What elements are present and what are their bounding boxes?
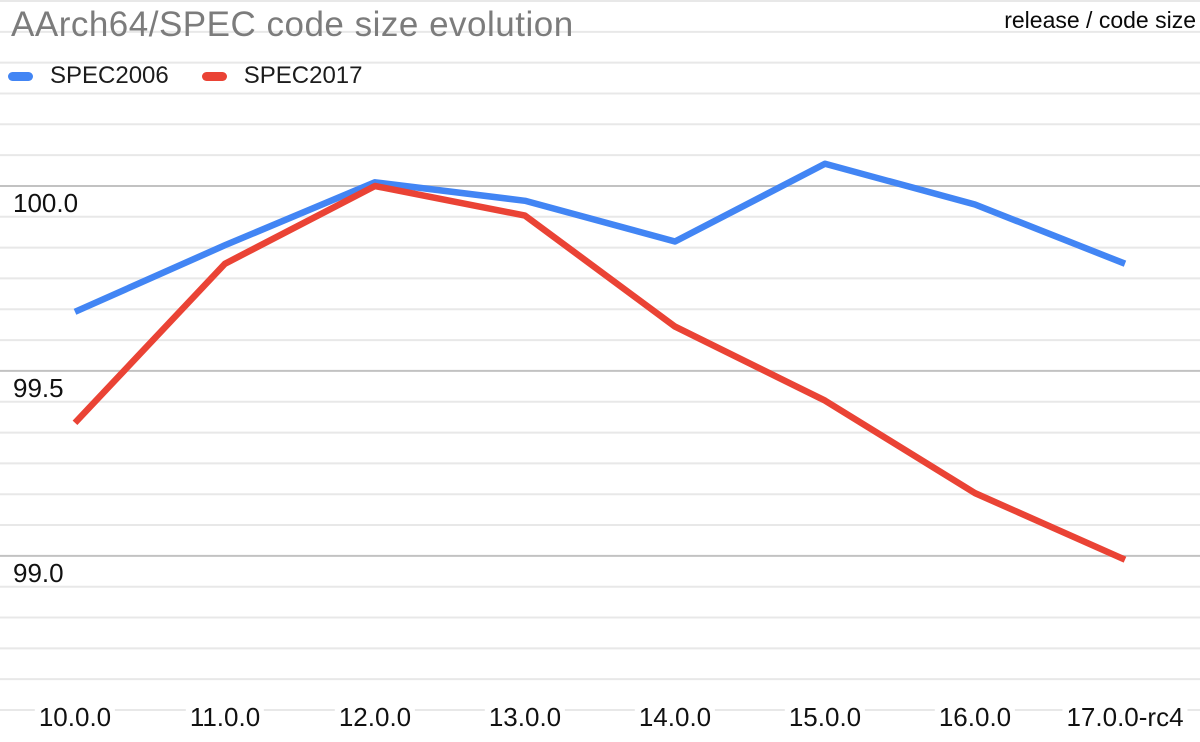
x-tick-label: 15.0.0 bbox=[784, 702, 866, 732]
legend-swatch-icon bbox=[8, 71, 33, 81]
x-tick-label: 14.0.0 bbox=[634, 702, 716, 732]
chart-legend: SPEC2006 SPEC2017 bbox=[8, 60, 396, 92]
legend-item-SPEC2017[interactable]: SPEC2017 bbox=[201, 62, 363, 90]
series-line-SPEC2006[interactable] bbox=[73, 160, 1127, 315]
x-tick-label: 17.0.0-rc4 bbox=[1062, 702, 1188, 732]
legend-item-SPEC2006[interactable]: SPEC2006 bbox=[8, 62, 169, 90]
x-tick-label: 13.0.0 bbox=[484, 702, 566, 732]
series-line-SPEC2017[interactable] bbox=[72, 182, 1127, 563]
x-tick-label: 10.0.0 bbox=[34, 702, 116, 732]
legend-swatch-icon bbox=[201, 71, 227, 81]
x-tick-label: 11.0.0 bbox=[185, 702, 265, 732]
y-tick-label: 100.0 bbox=[13, 188, 79, 218]
legend-label: SPEC2006 bbox=[50, 62, 169, 89]
legend-label: SPEC2017 bbox=[243, 62, 363, 89]
x-tick-label: 12.0.0 bbox=[334, 702, 416, 732]
corner-note-label: release / code size bbox=[1004, 7, 1196, 33]
y-tick-label: 99.0 bbox=[13, 558, 64, 588]
x-tick-label: 16.0.0 bbox=[934, 702, 1016, 732]
chart-title: AArch64/SPEC code size evolution bbox=[11, 5, 574, 44]
y-tick-label: 99.5 bbox=[13, 373, 64, 403]
